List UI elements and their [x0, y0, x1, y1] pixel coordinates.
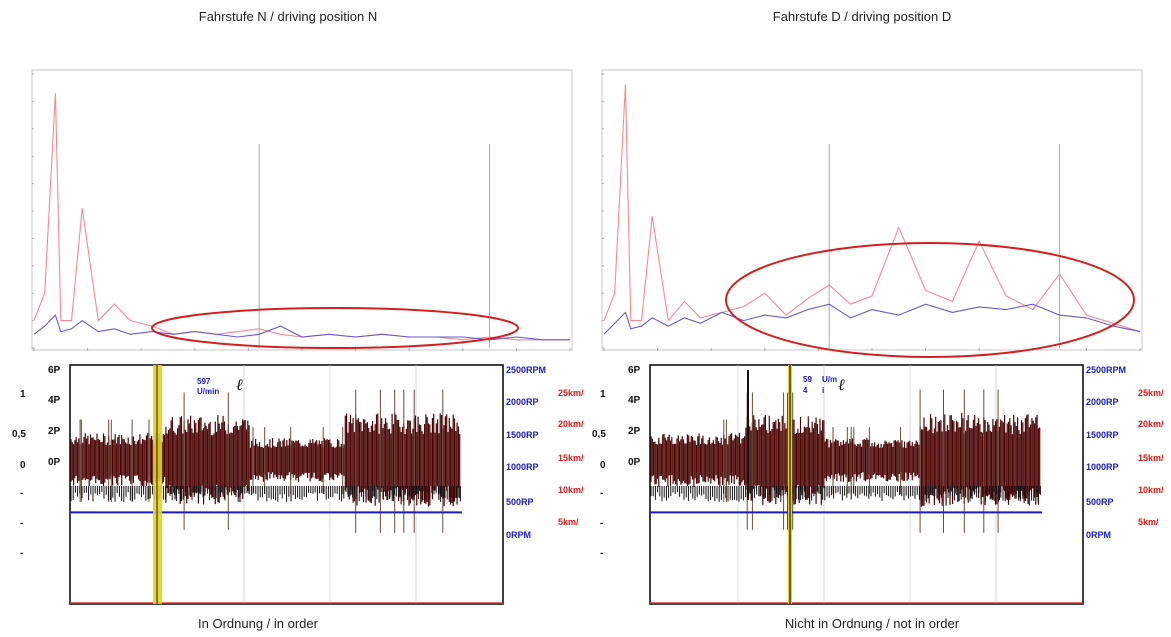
speed-axis-tick: 15km/ — [1138, 453, 1164, 463]
highlight-ellipse — [725, 242, 1135, 358]
speed-axis-tick: 10km/ — [1138, 485, 1164, 495]
left-outer-tick: - — [600, 488, 603, 499]
time-plot-area — [649, 364, 1084, 605]
left-outer-tick: 0,5 — [592, 429, 606, 440]
time-signal-chart-n: 1 0,5 0 - - - 6P 4P 2P 0P 2500RPM 2000RP 1500RP 100… — [12, 364, 584, 605]
rpm-axis-tick: 0RPM — [506, 530, 531, 540]
left-outer-tick: - — [20, 488, 23, 499]
spectrum-series — [33, 93, 570, 341]
rpm-axis-tick: 2500RPM — [1086, 365, 1126, 375]
left-axis-tick: 6P — [48, 365, 61, 376]
left-axis: 6P 4P 2P 0P — [48, 365, 61, 468]
spectrum-chart-d — [601, 69, 1143, 358]
speed-axis-tick: 20km/ — [558, 419, 584, 429]
cursor-label-value: 597 — [197, 377, 211, 386]
speed-axis-tick: 15km/ — [558, 453, 584, 463]
panel-n-caption: In Ordnung / in order — [198, 616, 318, 631]
cursor-label-unit-2: i — [822, 386, 824, 395]
cursor-label-value-2: 4 — [803, 386, 808, 395]
left-outer-axis: 1 0,5 0 - - - — [12, 389, 26, 559]
cursor-label-unit: U/m — [822, 375, 837, 384]
left-axis: 6P 4P 2P 0P — [628, 365, 641, 468]
left-outer-tick: - — [600, 548, 603, 559]
rpm-axis-tick: 2000RP — [506, 397, 539, 407]
spectrum-line-pink — [603, 84, 1141, 333]
left-axis-tick: 4P — [628, 395, 641, 406]
left-outer-tick: 0,5 — [12, 429, 26, 440]
cursor-label-value: 59 — [803, 375, 812, 384]
spectrum-line-purple — [33, 314, 570, 341]
time-signal-chart-d: 1 0,5 0 - - - 6P 4P 2P 0P 2500RPM 2000RP 1500RP 100… — [592, 364, 1164, 605]
spectrum-marker-lines — [258, 144, 491, 348]
speed-axis: 25km/20km/15km/10km/5km/ — [1138, 388, 1164, 527]
speed-axis-tick: 5km/ — [558, 517, 579, 527]
left-outer-tick: - — [20, 518, 23, 529]
spectrum-line-purple — [603, 303, 1141, 335]
spectrum-series — [603, 84, 1141, 335]
left-outer-tick: 0 — [600, 460, 606, 471]
rpm-axis: 2500RPM 2000RP 1500RP 1000RP 500RP 0RPM — [506, 365, 546, 540]
left-outer-tick: - — [600, 518, 603, 529]
left-outer-tick: 1 — [600, 389, 606, 400]
cursor-marker[interactable] — [153, 365, 162, 604]
rpm-axis-tick: 0RPM — [1086, 530, 1111, 540]
rpm-axis-tick: 2000RP — [1086, 397, 1119, 407]
rpm-axis-tick: 500RP — [506, 497, 534, 507]
spectrum-line-pink — [33, 93, 570, 341]
left-axis-tick: 4P — [48, 395, 61, 406]
left-outer-tick: - — [20, 548, 23, 559]
rpm-axis-tick: 1500RP — [506, 430, 539, 440]
rpm-axis-tick: 1000RP — [1086, 462, 1119, 472]
panel-n-title: Fahrstufe N / driving position N — [198, 9, 378, 24]
panel-d-caption: Nicht in Ordnung / not in order — [784, 616, 960, 631]
speed-axis-tick: 25km/ — [558, 388, 584, 398]
speed-axis-tick: 5km/ — [1138, 517, 1159, 527]
left-axis-tick: 0P — [48, 457, 61, 468]
rpm-axis-tick: 500RP — [1086, 497, 1114, 507]
rpm-axis-tick: 1000RP — [506, 462, 539, 472]
left-outer-tick: 0 — [20, 460, 26, 471]
cursor-marker[interactable] — [747, 365, 792, 604]
left-axis-tick: 2P — [628, 426, 641, 437]
rpm-axis-tick: 1500RP — [1086, 430, 1119, 440]
script-l-mark: ℓ — [236, 375, 243, 394]
speed-axis-tick: 20km/ — [1138, 419, 1164, 429]
panel-d-title: Fahrstufe D / driving position D — [772, 9, 952, 24]
rpm-axis-tick: 2500RPM — [506, 365, 546, 375]
left-axis-tick: 0P — [628, 457, 641, 468]
speed-axis-tick: 25km/ — [1138, 388, 1164, 398]
spectrum-marker-lines — [828, 144, 1061, 348]
left-outer-axis: 1 0,5 0 - - - — [592, 389, 606, 559]
highlight-ellipse — [151, 307, 519, 349]
spectrum-chart-n — [31, 69, 573, 351]
spectrum-frame — [601, 69, 1143, 351]
left-axis-tick: 2P — [48, 426, 61, 437]
left-outer-tick: 1 — [20, 389, 26, 400]
time-plot-area — [69, 364, 504, 605]
speed-axis: 25km/20km/15km/10km/5km/ — [558, 388, 584, 527]
script-l-mark: ℓ — [838, 375, 845, 394]
speed-axis-tick: 10km/ — [558, 485, 584, 495]
rpm-axis: 2500RPM 2000RP 1500RP 1000RP 500RP 0RPM — [1086, 365, 1126, 540]
left-axis-tick: 6P — [628, 365, 641, 376]
cursor-label-unit: U/min — [197, 387, 219, 396]
spectrum-y-ticks — [602, 73, 604, 349]
